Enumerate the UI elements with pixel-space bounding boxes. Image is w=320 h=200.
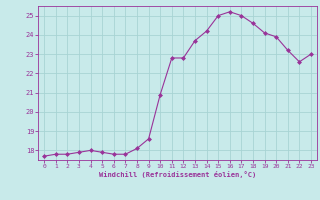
X-axis label: Windchill (Refroidissement éolien,°C): Windchill (Refroidissement éolien,°C) <box>99 171 256 178</box>
